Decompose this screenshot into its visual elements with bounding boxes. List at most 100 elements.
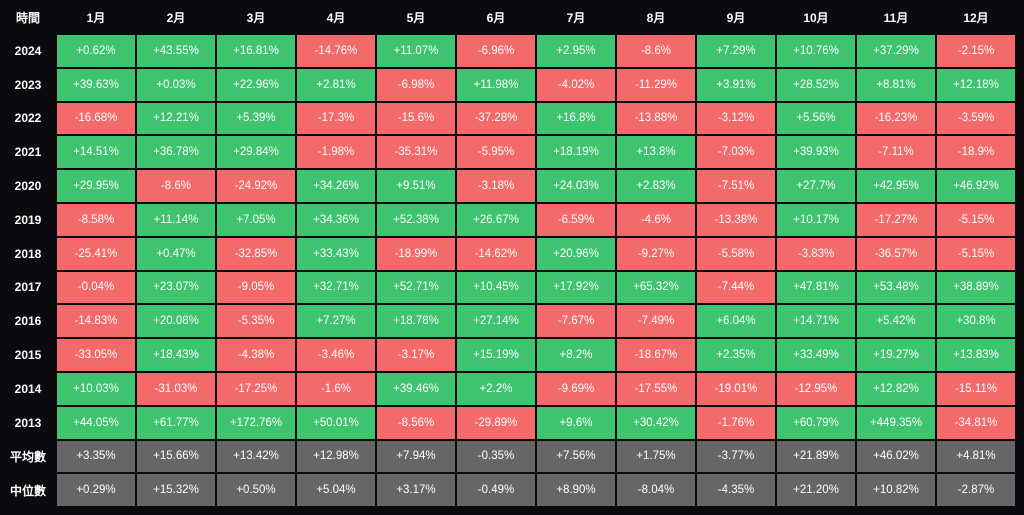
return-cell: +5.42% [856,304,936,339]
return-cell: +7.29% [696,34,776,68]
return-cell: +39.63% [56,67,136,102]
return-cell: +43.55% [136,34,216,68]
year-row-label: 2016 [14,314,42,329]
year-row-label: 2024 [14,43,42,58]
return-cell: -7.03% [696,135,776,170]
return-cell: -14.62% [456,236,536,271]
summary-cell: +3.17% [376,473,456,508]
return-cell: +12.82% [856,372,936,406]
summary-cell: +7.94% [376,439,456,474]
return-cell: -34.81% [936,405,1016,440]
return-cell: -7.49% [616,304,696,339]
return-cell: +2.83% [616,169,696,203]
return-cell: +2.81% [296,67,376,102]
summary-cell: +21.20% [776,473,856,508]
return-cell: -16.23% [856,101,936,136]
return-cell: +13.83% [936,338,1016,372]
summary-cell: +46.02% [856,439,936,474]
summary-cell: +5.04% [296,473,376,508]
summary-cell: +0.50% [216,473,296,508]
return-cell: -1.76% [696,405,776,440]
return-cell: -5.35% [216,304,296,339]
return-cell: -17.27% [856,203,936,237]
return-cell: -24.92% [216,169,296,203]
return-cell: -8.58% [56,203,136,237]
summary-cell: -3.77% [696,439,776,474]
return-cell: +38.89% [936,270,1016,305]
return-cell: +172.76% [216,405,296,440]
return-cell: +18.19% [536,135,616,170]
return-cell: +24.03% [536,169,616,203]
column-header: 10月 [803,10,829,25]
year-row-label: 2015 [14,348,42,363]
return-cell: +8.2% [536,338,616,372]
return-cell: +0.03% [136,67,216,102]
summary-cell: -0.35% [456,439,536,474]
summary-cell: +21.89% [776,439,856,474]
return-cell: +60.79% [776,405,856,440]
return-cell: -29.89% [456,405,536,440]
return-cell: -5.15% [936,203,1016,237]
return-cell: -33.05% [56,338,136,372]
return-cell: +9.6% [536,405,616,440]
column-header: 1月 [86,10,106,25]
return-cell: +65.32% [616,270,696,305]
return-cell: -5.58% [696,236,776,271]
return-cell: -32.85% [216,236,296,271]
return-cell: -5.95% [456,135,536,170]
return-cell: -4.38% [216,338,296,372]
return-cell: -37.28% [456,101,536,136]
return-cell: +18.78% [376,304,456,339]
summary-cell: -4.35% [696,473,776,508]
return-cell: -4.02% [536,67,616,102]
return-cell: -16.68% [56,101,136,136]
column-header: 4月 [326,10,346,25]
return-cell: +11.98% [456,67,536,102]
return-cell: -6.96% [456,34,536,68]
summary-cell: +1.75% [616,439,696,474]
return-cell: +39.46% [376,372,456,406]
return-cell: -35.31% [376,135,456,170]
return-cell: +26.67% [456,203,536,237]
summary-cell: +15.32% [136,473,216,508]
return-cell: -17.55% [616,372,696,406]
return-cell: +15.19% [456,338,536,372]
return-cell: -7.51% [696,169,776,203]
return-cell: -15.6% [376,101,456,136]
return-cell: +20.96% [536,236,616,271]
return-cell: +52.71% [376,270,456,305]
summary-cell: +8.90% [536,473,616,508]
year-row-label: 2020 [14,179,42,194]
summary-row-label: 中位數 [9,483,46,498]
return-cell: -11.29% [616,67,696,102]
return-cell: +0.47% [136,236,216,271]
year-row-label: 2022 [14,111,42,126]
column-header: 6月 [486,10,506,25]
return-cell: +22.96% [216,67,296,102]
corner-label: 時間 [15,10,40,25]
return-cell: +8.81% [856,67,936,102]
return-cell: +10.76% [776,34,856,68]
return-cell: +34.26% [296,169,376,203]
year-row-label: 2017 [14,280,42,295]
return-cell: -6.59% [536,203,616,237]
return-cell: -2.15% [936,34,1016,68]
return-cell: -36.57% [856,236,936,271]
return-cell: +7.05% [216,203,296,237]
return-cell: +3.91% [696,67,776,102]
return-cell: +47.81% [776,270,856,305]
return-cell: +2.2% [456,372,536,406]
return-cell: +10.45% [456,270,536,305]
return-cell: -15.11% [936,372,1016,406]
return-cell: -1.98% [296,135,376,170]
return-cell: -5.15% [936,236,1016,271]
return-cell: +44.05% [56,405,136,440]
return-cell: +36.78% [136,135,216,170]
return-cell: -9.05% [216,270,296,305]
return-cell: +46.92% [936,169,1016,203]
return-cell: +9.51% [376,169,456,203]
return-cell: -3.12% [696,101,776,136]
return-cell: +6.04% [696,304,776,339]
year-row-label: 2023 [14,77,42,92]
return-cell: +33.49% [776,338,856,372]
